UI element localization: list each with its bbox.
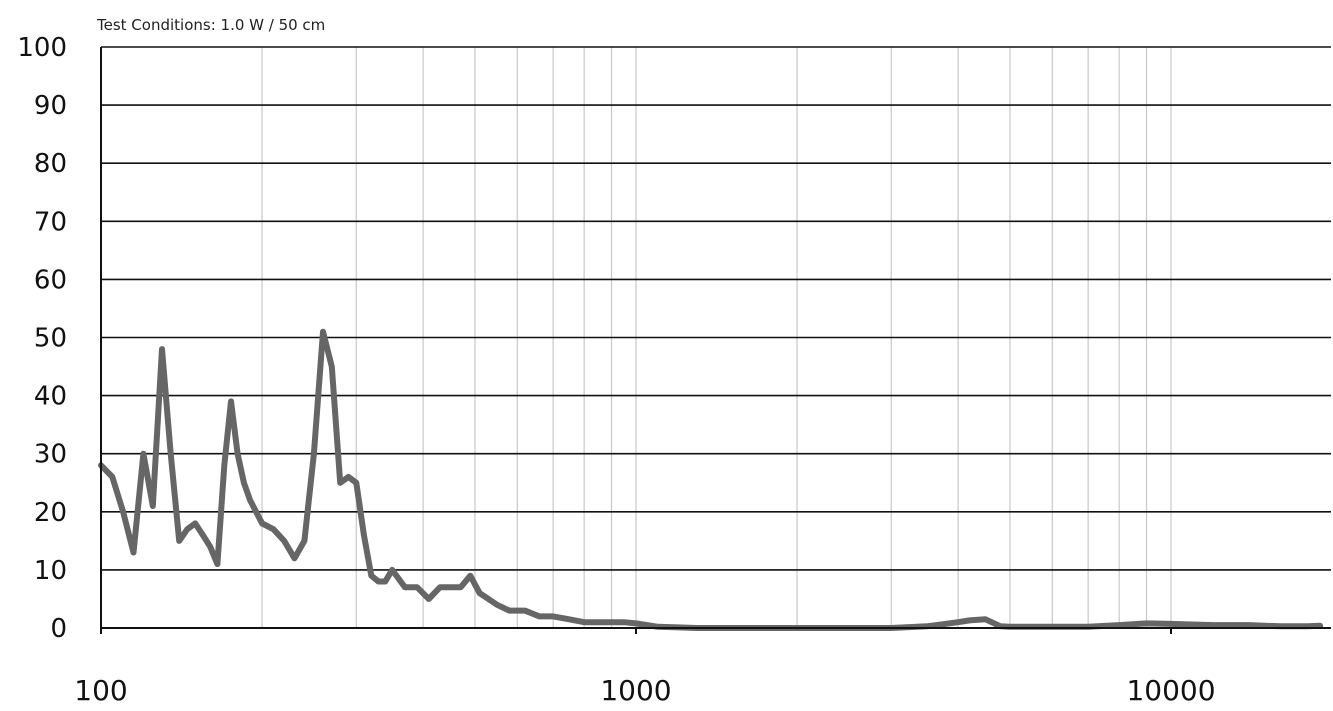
y-tick-label: 60 [34, 265, 67, 295]
x-tick-label: 100 [74, 674, 127, 707]
y-tick-label: 10 [34, 556, 67, 586]
series-line [98, 328, 1324, 631]
x-tick-label: 1000 [600, 674, 671, 707]
axes [100, 47, 1331, 634]
y-tick-label: 50 [34, 324, 67, 354]
y-tick-label: 70 [34, 207, 67, 237]
tick-labels: 0 10 20 30 40 50 60 70 80 90 100 100 1000 10000 [17, 33, 1215, 707]
y-tick-label: 20 [34, 498, 67, 528]
y-tick-label: 80 [34, 149, 67, 179]
y-tick-label: 0 [50, 614, 67, 644]
grid [101, 46, 1331, 628]
y-tick-label: 90 [34, 91, 67, 121]
chart-subtitle: Test Conditions: 1.0 W / 50 cm [96, 16, 325, 34]
series-layer [98, 328, 1324, 631]
x-tick-label: 10000 [1126, 674, 1215, 707]
y-tick-label: 100 [17, 33, 67, 63]
y-tick-label: 40 [34, 382, 67, 412]
y-tick-label: 30 [34, 440, 67, 470]
